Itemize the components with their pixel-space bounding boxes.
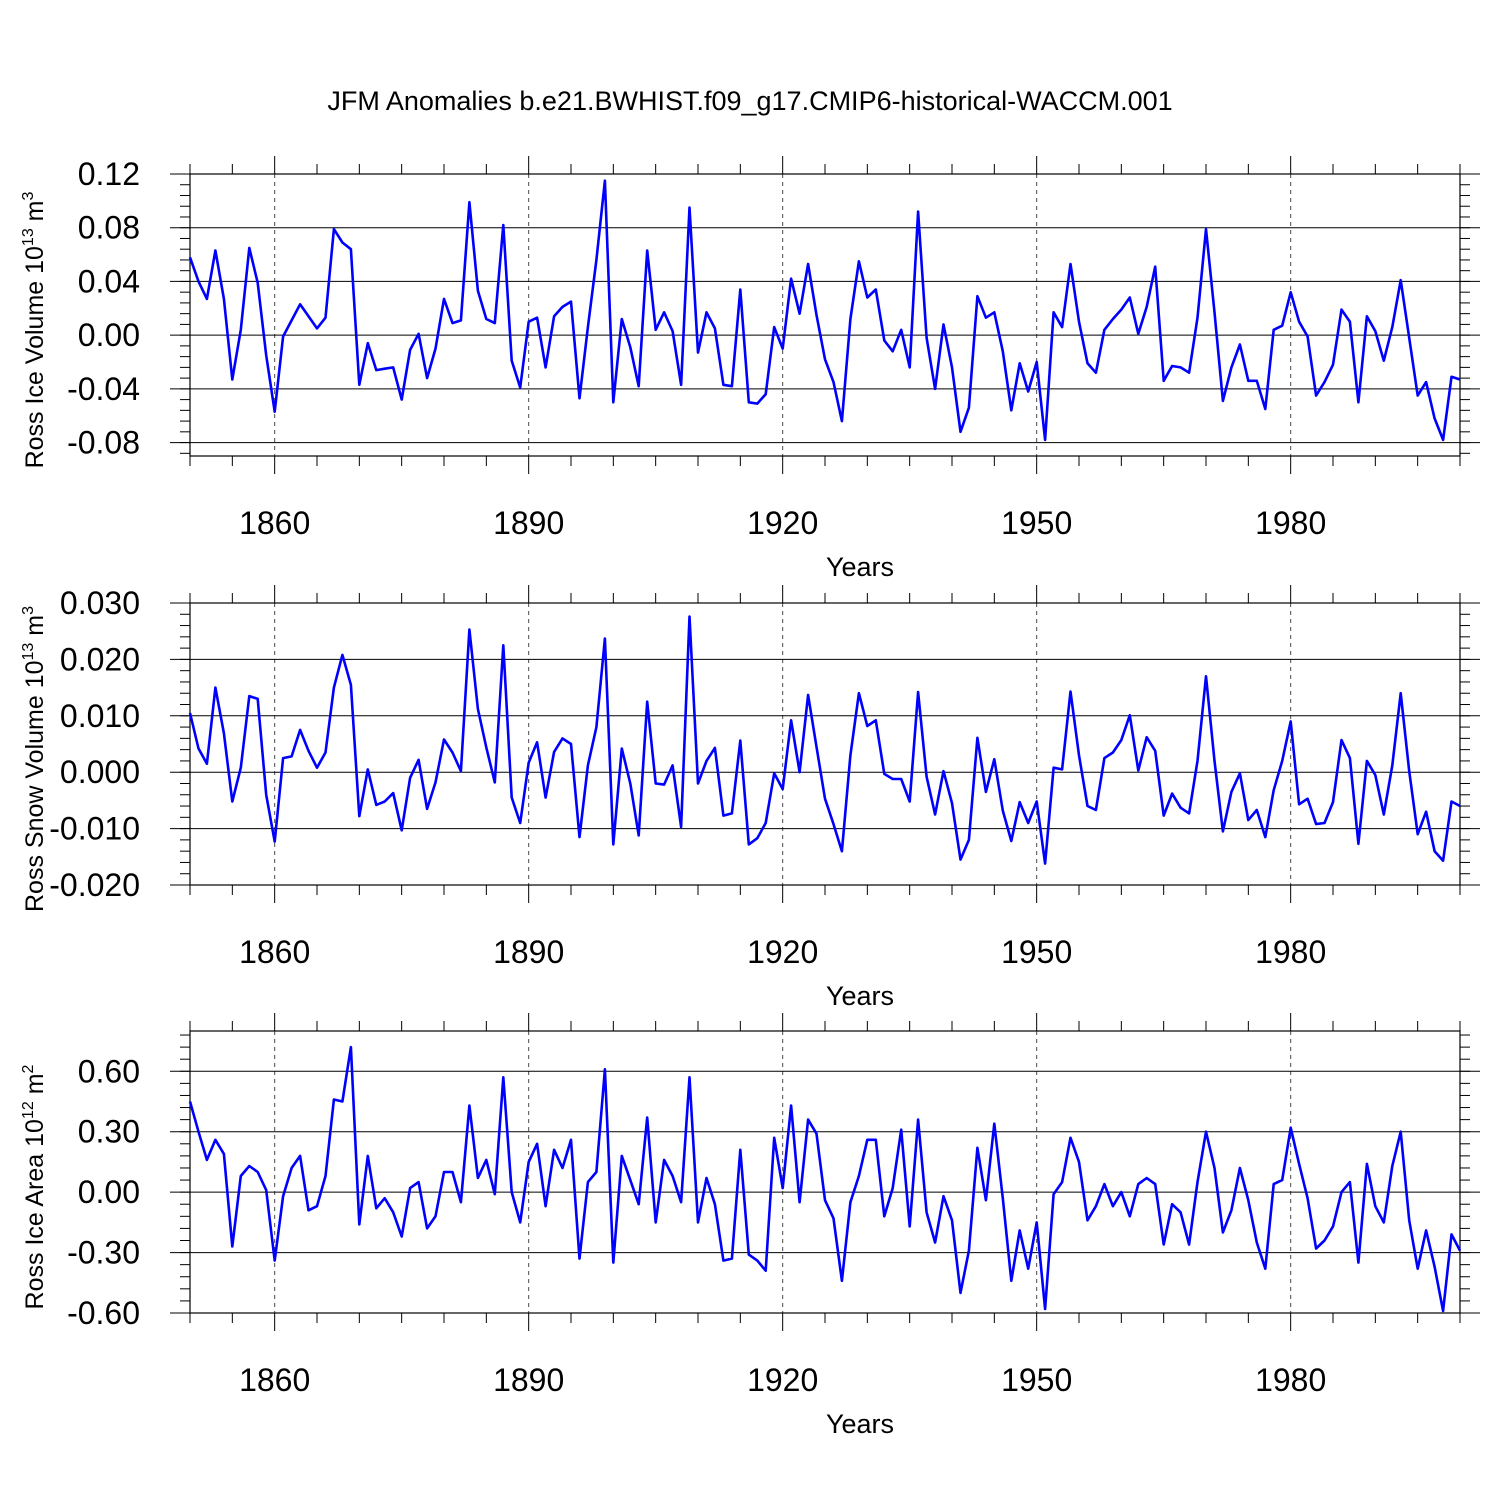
y-tick-label: -0.08	[67, 425, 140, 461]
y-axis-title: Ross Ice Area 1012 m2	[20, 1064, 49, 1309]
y-axis-title-unit-exponent: 2	[20, 1064, 37, 1073]
x-tick-label: 1950	[1001, 1362, 1072, 1398]
chart-panel-ice-area: -0.60 -0.30 0.00 0.30 0.60 1860 1890 1920 1950 19…	[20, 1013, 1480, 1439]
y-tick-label: 0.04	[78, 263, 140, 299]
y-tick-label: -0.04	[67, 371, 140, 407]
x-tick-label: 1950	[1001, 934, 1072, 970]
x-tick-label: 1890	[493, 934, 564, 970]
x-axis-title: Years	[826, 1409, 894, 1439]
y-axis-title-unit: m	[21, 200, 49, 228]
y-tick-label: 0.60	[78, 1053, 140, 1089]
panels: -0.08 -0.04 0.00 0.04 0.08 0.12 1860 1890 1920 19…	[20, 156, 1480, 1439]
y-tick-label: 0.020	[60, 641, 140, 677]
y-axis-title-unit: m	[21, 1073, 49, 1101]
x-tick-label: 1980	[1255, 934, 1326, 970]
y-tick-label: 0.30	[78, 1114, 140, 1150]
y-axis-title-exponent: 12	[20, 1101, 37, 1119]
x-tick-label: 1860	[239, 934, 310, 970]
y-axis-title-unit-exponent: 3	[20, 191, 37, 200]
y-axis-title-unit-exponent: 3	[20, 606, 37, 615]
series-line-snow-volume	[188, 615, 1461, 865]
y-axis-title: Ross Ice Volume 1013 m3	[20, 191, 49, 468]
x-axis-title: Years	[826, 981, 894, 1011]
x-tick-label: 1890	[493, 1362, 564, 1398]
y-axis-title: Ross Snow Volume 1013 m3	[20, 606, 49, 912]
series-line-ice-area	[188, 1045, 1462, 1313]
x-axis-title: Years	[826, 552, 894, 582]
x-tick-label: 1920	[747, 505, 818, 541]
y-tick-label: 0.08	[78, 210, 140, 246]
x-tick-label: 1890	[493, 505, 564, 541]
x-tick-label: 1860	[239, 505, 310, 541]
chart-panel-snow-volume: -0.020 -0.010 0.000 0.010 0.020 0.030 1860 1890…	[20, 585, 1480, 1011]
y-tick-label: -0.010	[49, 811, 140, 847]
x-tick-label: 1950	[1001, 505, 1072, 541]
y-axis-title-main: Ross Ice Volume 10	[21, 246, 49, 468]
y-axis-title-main: Ross Snow Volume 10	[21, 660, 49, 912]
chart-panel-ice-volume: -0.08 -0.04 0.00 0.04 0.08 0.12 1860 1890 1920 19…	[20, 156, 1480, 582]
y-tick-label: -0.30	[67, 1235, 140, 1271]
y-tick-label: 0.030	[60, 585, 140, 621]
x-tick-label: 1920	[747, 934, 818, 970]
x-tick-label: 1920	[747, 1362, 818, 1398]
plot-frame	[189, 602, 1461, 886]
y-axis-title-exponent: 13	[20, 228, 37, 246]
plot-frame	[189, 173, 1461, 457]
y-tick-label: 0.000	[60, 754, 140, 790]
y-tick-label: -0.020	[49, 867, 140, 903]
series-line-ice-volume	[188, 179, 1461, 442]
y-axis-title-main: Ross Ice Area 10	[21, 1119, 49, 1309]
y-axis-title-unit: m	[21, 615, 49, 643]
y-tick-label: 0.010	[60, 698, 140, 734]
plot-frame	[189, 1030, 1461, 1314]
figure-title: JFM Anomalies b.e21.BWHIST.f09_g17.CMIP6…	[327, 86, 1172, 116]
y-tick-label: 0.00	[78, 1174, 140, 1210]
y-tick-label: -0.60	[67, 1295, 140, 1331]
y-axis-title-exponent: 13	[20, 643, 37, 661]
x-tick-label: 1860	[239, 1362, 310, 1398]
y-tick-label: 0.12	[78, 156, 140, 192]
y-tick-label: 0.00	[78, 317, 140, 353]
x-tick-label: 1980	[1255, 505, 1326, 541]
x-tick-label: 1980	[1255, 1362, 1326, 1398]
